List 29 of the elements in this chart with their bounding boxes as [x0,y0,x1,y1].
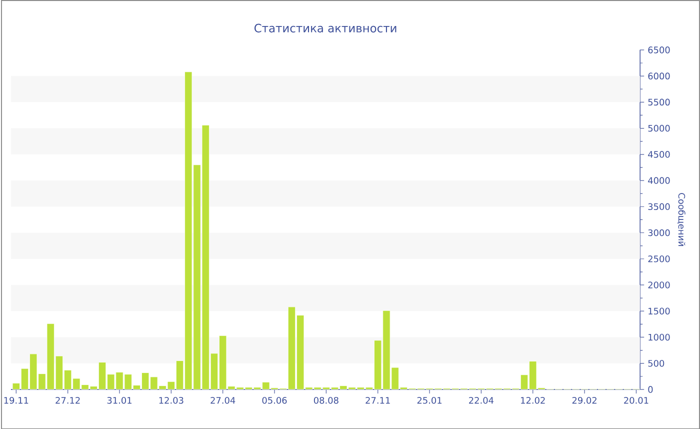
y-tick-label: 6000 [648,72,670,80]
y-tick-label: 3000 [648,229,670,236]
x-tick-label: 20.01 [624,396,648,404]
y-tick-label: 500 [648,360,664,367]
chart-title: Статистика активности [254,24,396,32]
y-tick-label: 1500 [648,308,670,314]
x-tick-label: 27.04 [210,396,236,404]
x-tick-label: 22.04 [469,396,494,404]
x-tick-label: 29.02 [572,396,596,404]
y-tick-label: 2000 [648,281,670,288]
x-tick-label: 12.03 [159,396,184,404]
x-tick-label: 12.02 [521,396,545,404]
x-tick-label: 08.08 [314,396,338,404]
y-tick-label: 1000 [648,334,670,340]
x-tick-label: 25.01 [417,396,442,404]
y-tick-label: 0 [648,386,653,393]
x-tick-label: 05.06 [262,396,287,404]
y-tick-label: 5500 [648,98,670,106]
y-tick-label: 4500 [648,150,670,158]
y-tick-label: 2500 [648,255,670,262]
x-tick-label: 19.11 [4,396,28,404]
x-tick-label: 31.01 [107,396,132,404]
y-tick-label: 4000 [648,176,670,184]
y-tick-label: 5000 [648,124,670,132]
x-tick-label: 27.12 [56,396,80,404]
y-axis-title: Сообщений [677,192,686,246]
x-tick-label: 27.11 [366,396,390,404]
y-tick-label: 6500 [648,46,670,54]
y-tick-label: 3500 [648,203,670,210]
